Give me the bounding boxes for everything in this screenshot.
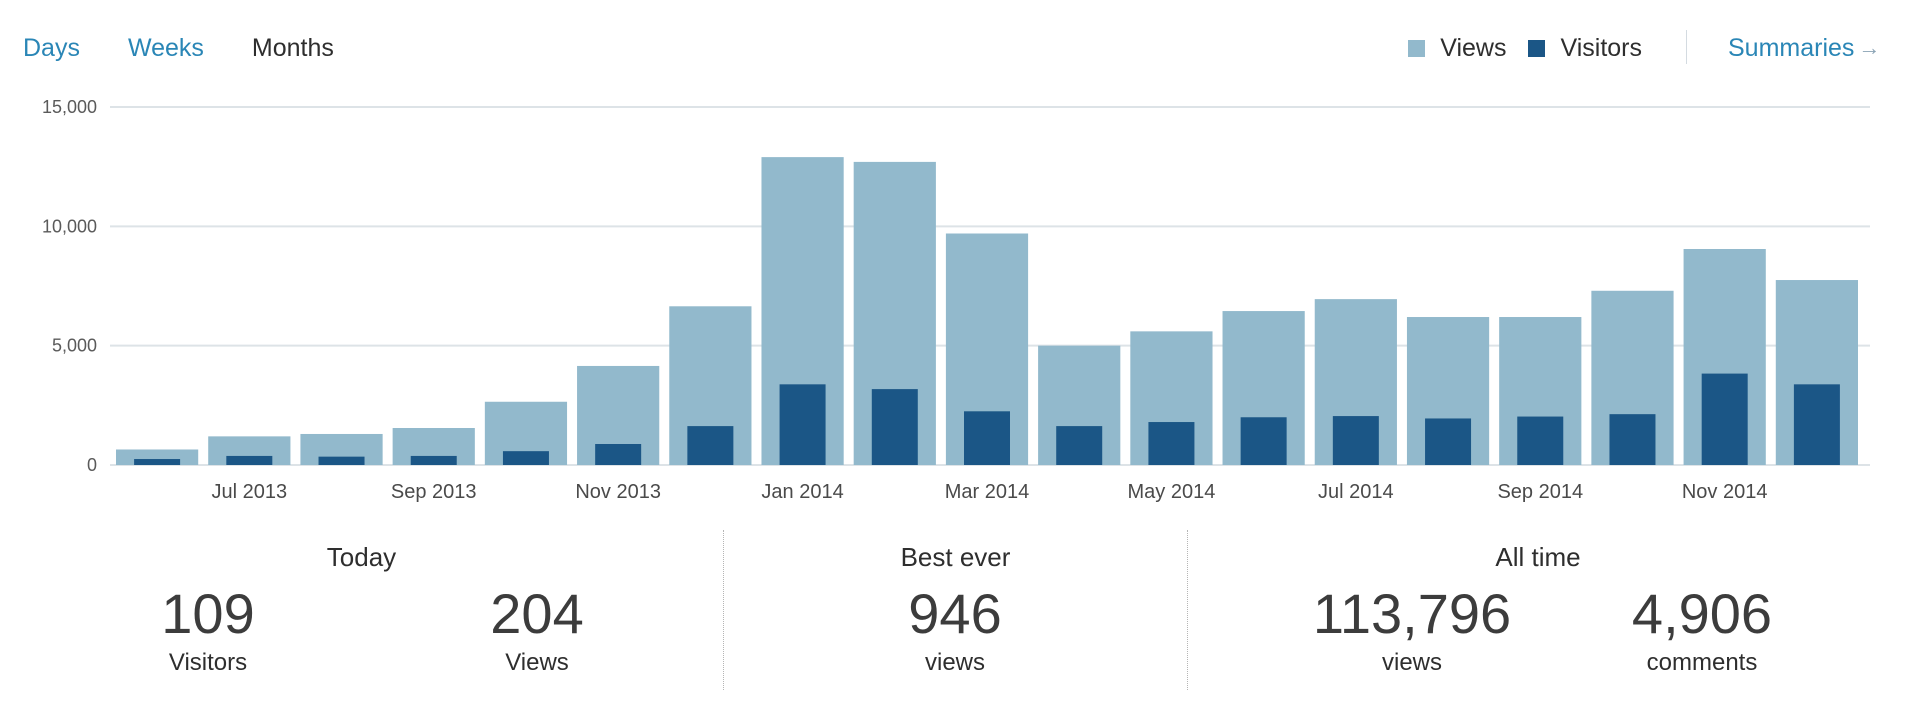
all-time-views-stat: 113,796 views xyxy=(1272,580,1552,677)
visitors-bar[interactable] xyxy=(410,455,457,465)
visitors-swatch xyxy=(1528,39,1546,57)
visitors-bar[interactable] xyxy=(1517,416,1564,465)
views-chart: 15,000 10,000 5,000 0 Jul 2013 Sep 2013 Nov 2… xyxy=(42,97,1870,503)
legend-visitors-label: Visitors xyxy=(1560,33,1642,62)
stats-panel: Today 109 Visitors 204 Views Best ever 9… xyxy=(0,530,1912,690)
visitors-bar[interactable] xyxy=(1793,384,1840,465)
visitors-bar[interactable] xyxy=(1240,417,1287,465)
all-time-comments-stat: 4,906 comments xyxy=(1562,580,1842,677)
visitors-bar[interactable] xyxy=(502,451,549,465)
visitors-bar[interactable] xyxy=(1609,414,1656,465)
arrow-right-icon: → xyxy=(1858,35,1881,60)
x-tick-label: Sep 2013 xyxy=(391,481,477,503)
stats-divider xyxy=(1187,530,1188,690)
x-axis-labels: Jul 2013 Sep 2013 Nov 2013 Jan 2014 Mar 2014… xyxy=(212,481,1768,503)
today-visitors-stat: 109 Visitors xyxy=(68,580,348,677)
today-views-label: Views xyxy=(505,649,569,677)
visitors-bar[interactable] xyxy=(595,443,642,465)
y-axis-labels: 15,000 10,000 5,000 0 xyxy=(42,97,97,475)
x-tick-label: Jan 2014 xyxy=(761,481,843,503)
today-views-stat: 204 Views xyxy=(397,580,677,677)
all-time-views-value: 113,796 xyxy=(1312,582,1512,645)
best-ever-stat: 946 views xyxy=(815,580,1095,677)
legend-item-views: Views xyxy=(1408,34,1506,63)
y-tick-label: 15,000 xyxy=(42,97,97,117)
chart-bars xyxy=(116,157,1858,465)
y-tick-label: 5,000 xyxy=(52,336,97,356)
today-title: Today xyxy=(326,542,397,572)
summaries-label: Summaries xyxy=(1728,33,1855,62)
x-tick-label: Nov 2013 xyxy=(575,481,661,503)
visitors-bar[interactable] xyxy=(687,426,734,465)
stats-all-time: All time 113,796 views 4,906 comments xyxy=(1188,530,1888,690)
visitors-bar[interactable] xyxy=(779,384,826,465)
x-tick-label: Jul 2014 xyxy=(1318,481,1394,503)
all-time-comments-label: comments xyxy=(1646,649,1758,677)
visitors-bar[interactable] xyxy=(964,411,1010,465)
x-tick-label: Nov 2014 xyxy=(1682,481,1768,503)
x-tick-label: Mar 2014 xyxy=(945,481,1030,503)
header-divider xyxy=(1686,30,1687,64)
visitors-bar[interactable] xyxy=(1056,426,1103,465)
visitors-bar[interactable] xyxy=(1425,418,1472,465)
visitors-bar[interactable] xyxy=(871,389,918,465)
legend-item-visitors: Visitors xyxy=(1528,34,1642,63)
summaries-link[interactable]: Summaries → xyxy=(1728,28,1880,68)
visitors-bar[interactable] xyxy=(134,459,181,465)
all-time-views-label: views xyxy=(1381,649,1442,677)
views-swatch xyxy=(1408,39,1426,57)
today-visitors-value: 109 xyxy=(161,582,255,645)
tab-months[interactable]: Months xyxy=(251,33,334,62)
period-tabs: Days Weeks Months xyxy=(23,28,382,68)
best-ever-label: views xyxy=(924,649,985,677)
x-tick-label: Sep 2014 xyxy=(1497,481,1583,503)
visitors-bar[interactable] xyxy=(318,456,365,465)
all-time-comments-value: 4,906 xyxy=(1631,582,1773,645)
stats-today: Today 109 Visitors 204 Views xyxy=(0,530,723,690)
chart-legend: Views Visitors xyxy=(1386,28,1642,68)
y-tick-label: 0 xyxy=(87,455,97,475)
x-tick-label: May 2014 xyxy=(1127,481,1215,503)
visitors-bar[interactable] xyxy=(226,455,273,465)
legend-views-label: Views xyxy=(1440,33,1507,62)
visitors-bar[interactable] xyxy=(1332,416,1379,465)
tab-days[interactable]: Days xyxy=(23,33,80,62)
all-time-title: All time xyxy=(1495,542,1581,572)
y-tick-label: 10,000 xyxy=(42,216,97,236)
x-tick-label: Jul 2013 xyxy=(212,481,288,503)
today-views-value: 204 xyxy=(490,582,584,645)
best-ever-title: Best ever xyxy=(900,542,1011,572)
stats-divider xyxy=(723,530,724,690)
best-ever-value: 946 xyxy=(908,582,1002,645)
visitors-bar[interactable] xyxy=(1701,373,1748,465)
stats-best-ever: Best ever 946 views xyxy=(724,530,1187,690)
visitors-bar[interactable] xyxy=(1148,422,1195,465)
tab-weeks[interactable]: Weeks xyxy=(127,33,204,62)
today-visitors-label: Visitors xyxy=(168,649,248,677)
